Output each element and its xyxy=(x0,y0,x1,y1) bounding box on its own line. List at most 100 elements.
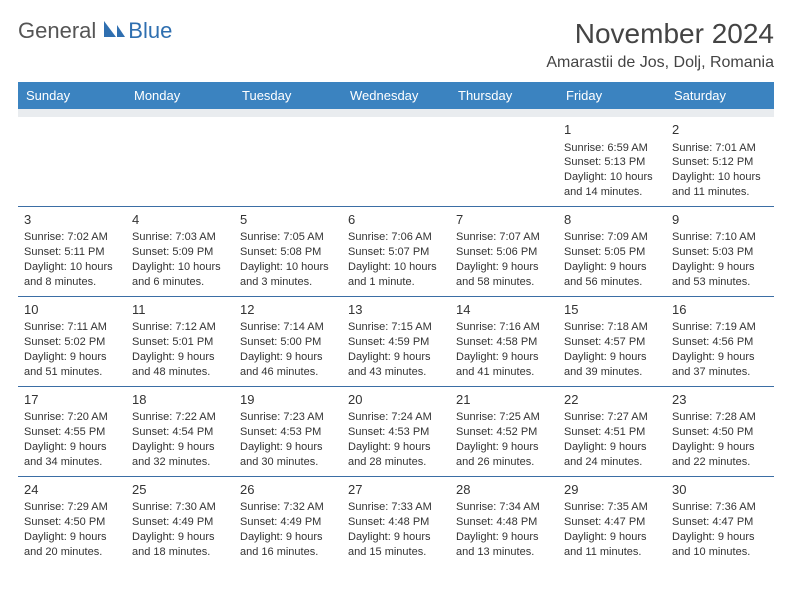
logo-sail-icon xyxy=(102,19,126,44)
calendar-day-cell xyxy=(234,117,342,206)
day-detail: Daylight: 9 hours xyxy=(132,530,228,545)
day-detail: Sunset: 5:06 PM xyxy=(456,245,552,260)
day-detail: Daylight: 9 hours xyxy=(240,440,336,455)
day-detail: Sunrise: 7:14 AM xyxy=(240,320,336,335)
calendar-day-cell: 29Sunrise: 7:35 AMSunset: 4:47 PMDayligh… xyxy=(558,476,666,565)
day-detail: Sunset: 4:53 PM xyxy=(348,425,444,440)
day-detail: Sunrise: 7:35 AM xyxy=(564,500,660,515)
day-detail: Sunrise: 7:06 AM xyxy=(348,230,444,245)
day-detail: Sunset: 4:47 PM xyxy=(672,515,768,530)
day-detail: and 34 minutes. xyxy=(24,455,120,470)
day-detail: Sunrise: 7:01 AM xyxy=(672,141,768,156)
calendar-day-cell: 24Sunrise: 7:29 AMSunset: 4:50 PMDayligh… xyxy=(18,476,126,565)
day-number: 28 xyxy=(456,481,552,499)
day-detail: and 6 minutes. xyxy=(132,275,228,290)
day-detail: Daylight: 9 hours xyxy=(24,440,120,455)
day-detail: Daylight: 9 hours xyxy=(24,350,120,365)
day-detail: Sunset: 4:57 PM xyxy=(564,335,660,350)
day-detail: Sunrise: 7:29 AM xyxy=(24,500,120,515)
day-detail: Daylight: 9 hours xyxy=(348,530,444,545)
calendar-day-cell: 8Sunrise: 7:09 AMSunset: 5:05 PMDaylight… xyxy=(558,206,666,296)
day-detail: Sunset: 5:12 PM xyxy=(672,155,768,170)
day-number: 24 xyxy=(24,481,120,499)
day-number: 17 xyxy=(24,391,120,409)
calendar-day-cell: 30Sunrise: 7:36 AMSunset: 4:47 PMDayligh… xyxy=(666,476,774,565)
day-detail: Sunset: 5:05 PM xyxy=(564,245,660,260)
day-detail: Sunrise: 7:30 AM xyxy=(132,500,228,515)
day-detail: Daylight: 9 hours xyxy=(348,440,444,455)
day-header: Thursday xyxy=(450,82,558,109)
day-detail: Daylight: 10 hours xyxy=(672,170,768,185)
calendar-day-cell: 5Sunrise: 7:05 AMSunset: 5:08 PMDaylight… xyxy=(234,206,342,296)
day-number: 20 xyxy=(348,391,444,409)
day-number: 14 xyxy=(456,301,552,319)
day-detail: Sunset: 4:48 PM xyxy=(456,515,552,530)
day-detail: Sunset: 4:53 PM xyxy=(240,425,336,440)
calendar-day-cell: 12Sunrise: 7:14 AMSunset: 5:00 PMDayligh… xyxy=(234,296,342,386)
day-detail: and 13 minutes. xyxy=(456,545,552,560)
day-detail: and 8 minutes. xyxy=(24,275,120,290)
day-detail: Sunrise: 7:10 AM xyxy=(672,230,768,245)
calendar-day-cell: 6Sunrise: 7:06 AMSunset: 5:07 PMDaylight… xyxy=(342,206,450,296)
day-detail: and 16 minutes. xyxy=(240,545,336,560)
day-number: 3 xyxy=(24,211,120,229)
day-detail: and 3 minutes. xyxy=(240,275,336,290)
day-header: Sunday xyxy=(18,82,126,109)
day-number: 10 xyxy=(24,301,120,319)
day-detail: Sunrise: 7:18 AM xyxy=(564,320,660,335)
day-detail: and 51 minutes. xyxy=(24,365,120,380)
calendar-day-cell: 15Sunrise: 7:18 AMSunset: 4:57 PMDayligh… xyxy=(558,296,666,386)
calendar-day-cell: 16Sunrise: 7:19 AMSunset: 4:56 PMDayligh… xyxy=(666,296,774,386)
day-number: 27 xyxy=(348,481,444,499)
day-detail: Daylight: 9 hours xyxy=(564,260,660,275)
day-detail: Sunset: 4:49 PM xyxy=(132,515,228,530)
day-detail: Daylight: 9 hours xyxy=(672,350,768,365)
day-detail: and 30 minutes. xyxy=(240,455,336,470)
day-number: 19 xyxy=(240,391,336,409)
day-detail: Daylight: 10 hours xyxy=(132,260,228,275)
day-detail: Daylight: 9 hours xyxy=(672,440,768,455)
calendar-day-cell: 14Sunrise: 7:16 AMSunset: 4:58 PMDayligh… xyxy=(450,296,558,386)
day-detail: and 56 minutes. xyxy=(564,275,660,290)
day-number: 11 xyxy=(132,301,228,319)
day-header: Friday xyxy=(558,82,666,109)
day-detail: and 48 minutes. xyxy=(132,365,228,380)
title-block: November 2024 Amarastii de Jos, Dolj, Ro… xyxy=(546,18,774,72)
calendar-day-cell: 25Sunrise: 7:30 AMSunset: 4:49 PMDayligh… xyxy=(126,476,234,565)
day-detail: Sunset: 4:51 PM xyxy=(564,425,660,440)
day-detail: Daylight: 9 hours xyxy=(240,530,336,545)
day-detail: Sunrise: 7:02 AM xyxy=(24,230,120,245)
day-detail: Sunrise: 6:59 AM xyxy=(564,141,660,156)
calendar-day-cell: 17Sunrise: 7:20 AMSunset: 4:55 PMDayligh… xyxy=(18,386,126,476)
day-detail: Daylight: 9 hours xyxy=(672,260,768,275)
day-number: 25 xyxy=(132,481,228,499)
day-detail: and 15 minutes. xyxy=(348,545,444,560)
calendar-day-cell: 11Sunrise: 7:12 AMSunset: 5:01 PMDayligh… xyxy=(126,296,234,386)
day-detail: Sunrise: 7:11 AM xyxy=(24,320,120,335)
day-detail: Sunrise: 7:33 AM xyxy=(348,500,444,515)
calendar-day-cell: 10Sunrise: 7:11 AMSunset: 5:02 PMDayligh… xyxy=(18,296,126,386)
day-detail: Sunset: 5:09 PM xyxy=(132,245,228,260)
calendar-day-cell: 2Sunrise: 7:01 AMSunset: 5:12 PMDaylight… xyxy=(666,117,774,206)
calendar-table: SundayMondayTuesdayWednesdayThursdayFrid… xyxy=(18,82,774,566)
day-number: 30 xyxy=(672,481,768,499)
calendar-day-cell: 20Sunrise: 7:24 AMSunset: 4:53 PMDayligh… xyxy=(342,386,450,476)
logo-text-general: General xyxy=(18,18,96,44)
day-detail: Sunrise: 7:12 AM xyxy=(132,320,228,335)
day-detail: and 43 minutes. xyxy=(348,365,444,380)
day-header: Monday xyxy=(126,82,234,109)
day-detail: Daylight: 9 hours xyxy=(564,530,660,545)
calendar-day-cell: 28Sunrise: 7:34 AMSunset: 4:48 PMDayligh… xyxy=(450,476,558,565)
day-detail: Sunset: 4:48 PM xyxy=(348,515,444,530)
calendar-day-cell: 19Sunrise: 7:23 AMSunset: 4:53 PMDayligh… xyxy=(234,386,342,476)
calendar-day-cell xyxy=(18,117,126,206)
day-header: Saturday xyxy=(666,82,774,109)
header: General Blue November 2024 Amarastii de … xyxy=(18,18,774,72)
day-detail: Sunrise: 7:16 AM xyxy=(456,320,552,335)
day-detail: and 37 minutes. xyxy=(672,365,768,380)
day-detail: and 18 minutes. xyxy=(132,545,228,560)
calendar-header-row: SundayMondayTuesdayWednesdayThursdayFrid… xyxy=(18,82,774,109)
calendar-week-row: 1Sunrise: 6:59 AMSunset: 5:13 PMDaylight… xyxy=(18,117,774,206)
calendar-day-cell: 7Sunrise: 7:07 AMSunset: 5:06 PMDaylight… xyxy=(450,206,558,296)
day-number: 5 xyxy=(240,211,336,229)
